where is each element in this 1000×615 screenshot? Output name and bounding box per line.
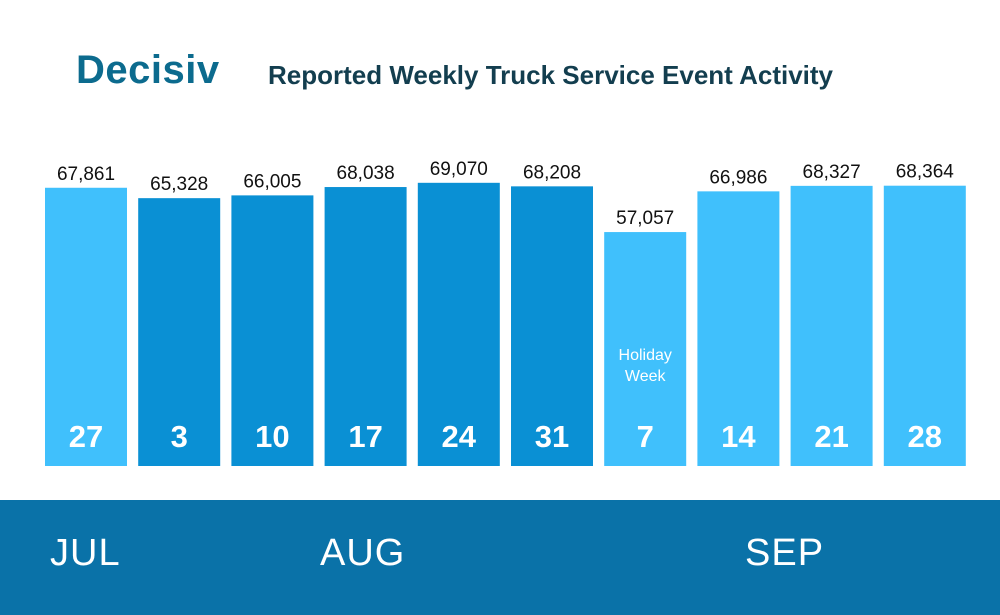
month-label-aug: AUG bbox=[320, 532, 406, 574]
bar-week-3 bbox=[138, 198, 221, 466]
value-label-31: 68,208 bbox=[523, 162, 581, 183]
value-label-21: 68,327 bbox=[803, 162, 861, 183]
month-band bbox=[0, 500, 1000, 615]
week-label-7: 7 bbox=[637, 419, 654, 454]
holiday-annotation-line-1: Week bbox=[625, 368, 667, 385]
holiday-annotation-line-0: Holiday bbox=[619, 347, 672, 364]
bar-week-31 bbox=[511, 186, 593, 466]
bar-week-27 bbox=[45, 187, 127, 466]
chart-header: Decisiv Reported Weekly Truck Service Ev… bbox=[0, 0, 1000, 130]
bar-week-28 bbox=[883, 185, 966, 467]
week-label-3: 3 bbox=[171, 419, 188, 454]
month-label-jul: JUL bbox=[50, 532, 121, 574]
value-label-14: 66,986 bbox=[709, 167, 767, 188]
bar-week-7 bbox=[604, 232, 687, 466]
value-label-17: 68,038 bbox=[337, 163, 395, 184]
week-label-27: 27 bbox=[69, 419, 103, 454]
value-label-10: 66,005 bbox=[243, 171, 301, 192]
week-label-17: 17 bbox=[348, 419, 382, 454]
value-label-27: 67,861 bbox=[57, 164, 115, 185]
week-label-10: 10 bbox=[255, 419, 289, 454]
bar-week-14 bbox=[697, 191, 780, 466]
bar-week-21 bbox=[790, 185, 873, 466]
week-label-28: 28 bbox=[908, 419, 942, 454]
bar-week-24 bbox=[417, 182, 500, 467]
week-label-21: 21 bbox=[814, 419, 848, 454]
week-label-31: 31 bbox=[535, 419, 569, 454]
value-label-24: 69,070 bbox=[430, 159, 488, 180]
week-label-14: 14 bbox=[721, 419, 756, 454]
decisiv-logo: Decisiv bbox=[76, 48, 220, 92]
bar-week-17 bbox=[324, 187, 407, 467]
month-label-sep: SEP bbox=[745, 532, 825, 574]
bar-week-10 bbox=[231, 195, 314, 466]
week-label-24: 24 bbox=[442, 419, 477, 454]
value-label-7: 57,057 bbox=[616, 208, 674, 229]
value-label-3: 65,328 bbox=[150, 174, 208, 195]
value-label-28: 68,364 bbox=[896, 162, 955, 183]
chart-title: Reported Weekly Truck Service Event Acti… bbox=[268, 60, 834, 90]
